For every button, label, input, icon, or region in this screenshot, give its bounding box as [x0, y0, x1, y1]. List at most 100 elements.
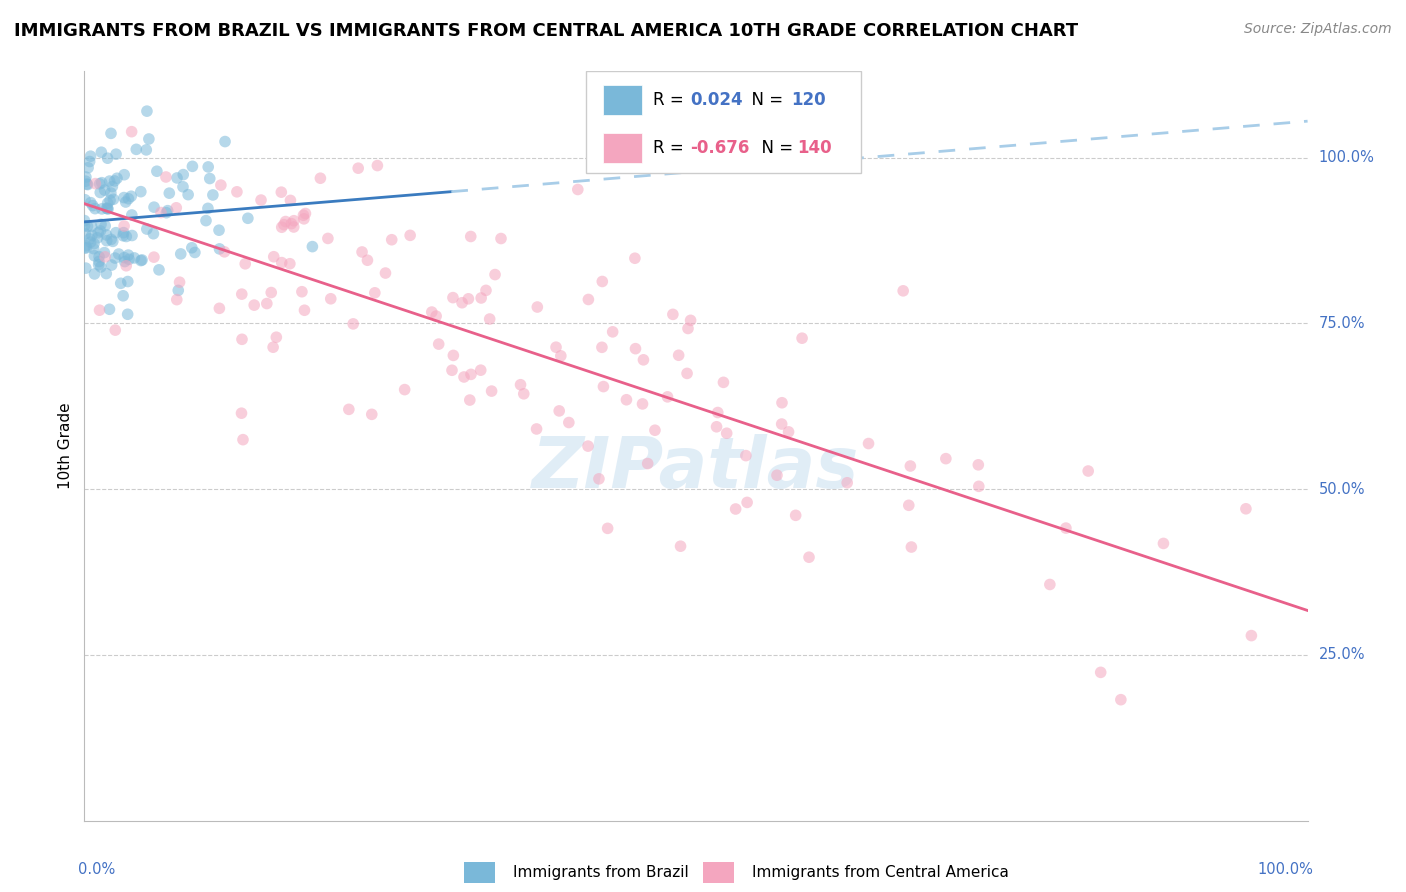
- Point: [155, 205, 177, 219]
- Point: [967, 479, 990, 493]
- Point: [181, 159, 204, 173]
- Point: [117, 248, 139, 262]
- Point: [1240, 629, 1263, 643]
- Point: [897, 498, 920, 512]
- Point: [280, 217, 302, 231]
- Point: [337, 402, 360, 417]
- Point: [79, 232, 101, 246]
- Point: [262, 340, 284, 354]
- Point: [1077, 464, 1099, 478]
- Point: [93, 183, 115, 197]
- Point: [90, 260, 112, 274]
- Point: [273, 218, 295, 232]
- Point: [84, 177, 107, 191]
- Point: [83, 236, 105, 251]
- FancyBboxPatch shape: [603, 133, 643, 163]
- Point: [117, 192, 139, 206]
- Point: [83, 267, 105, 281]
- Point: [149, 205, 172, 219]
- Point: [858, 436, 880, 450]
- Point: [713, 376, 735, 390]
- Point: [75, 169, 97, 184]
- Point: [100, 126, 122, 140]
- Point: [115, 229, 138, 244]
- Point: [75, 174, 97, 188]
- Point: [105, 171, 128, 186]
- Point: [79, 154, 101, 169]
- Point: [172, 168, 194, 182]
- Point: [347, 161, 370, 176]
- Point: [77, 161, 100, 175]
- Point: [770, 396, 793, 410]
- Point: [231, 332, 253, 346]
- Point: [1234, 501, 1257, 516]
- Point: [136, 104, 159, 119]
- Point: [73, 193, 96, 207]
- Point: [83, 249, 105, 263]
- Point: [208, 242, 231, 256]
- Point: [121, 208, 143, 222]
- Point: [668, 348, 690, 362]
- FancyBboxPatch shape: [586, 71, 860, 172]
- Point: [90, 145, 112, 160]
- Point: [201, 188, 224, 202]
- Point: [526, 422, 548, 436]
- Point: [441, 291, 464, 305]
- Point: [166, 170, 188, 185]
- Point: [274, 214, 297, 228]
- Point: [766, 468, 789, 483]
- Point: [155, 169, 177, 184]
- Point: [706, 419, 728, 434]
- Point: [256, 296, 278, 310]
- Point: [87, 254, 110, 268]
- Point: [301, 239, 323, 253]
- Point: [292, 208, 315, 222]
- Point: [112, 191, 135, 205]
- Point: [209, 178, 232, 193]
- Point: [142, 227, 165, 241]
- Point: [1039, 577, 1062, 591]
- Point: [208, 223, 231, 237]
- Text: -0.676: -0.676: [690, 139, 749, 157]
- Point: [967, 458, 990, 472]
- Point: [101, 179, 124, 194]
- Point: [231, 406, 253, 420]
- Point: [898, 458, 921, 473]
- Point: [118, 252, 141, 267]
- Point: [83, 242, 105, 256]
- Point: [716, 426, 738, 441]
- Text: ZIPatlas: ZIPatlas: [533, 434, 859, 503]
- Text: Immigrants from Brazil: Immigrants from Brazil: [513, 865, 689, 880]
- Text: N =: N =: [751, 139, 799, 157]
- Point: [121, 125, 143, 139]
- Point: [291, 285, 314, 299]
- Point: [98, 302, 121, 317]
- Point: [356, 253, 378, 268]
- Point: [631, 397, 654, 411]
- Point: [381, 233, 404, 247]
- Point: [98, 174, 121, 188]
- Point: [76, 241, 98, 255]
- Point: [167, 284, 190, 298]
- Point: [117, 275, 139, 289]
- Point: [84, 202, 107, 216]
- Point: [112, 219, 135, 233]
- Point: [266, 330, 288, 344]
- Point: [135, 143, 157, 157]
- Point: [117, 307, 139, 321]
- Point: [236, 211, 259, 226]
- Point: [283, 219, 305, 234]
- Point: [420, 305, 443, 319]
- Text: 50.0%: 50.0%: [1319, 482, 1365, 497]
- Point: [669, 539, 692, 553]
- Point: [146, 164, 169, 178]
- Point: [73, 241, 96, 255]
- Point: [394, 383, 416, 397]
- Point: [360, 408, 382, 422]
- Point: [294, 206, 316, 220]
- Point: [90, 202, 112, 216]
- Point: [198, 171, 221, 186]
- Point: [596, 521, 619, 535]
- Point: [75, 227, 97, 241]
- Point: [250, 193, 273, 207]
